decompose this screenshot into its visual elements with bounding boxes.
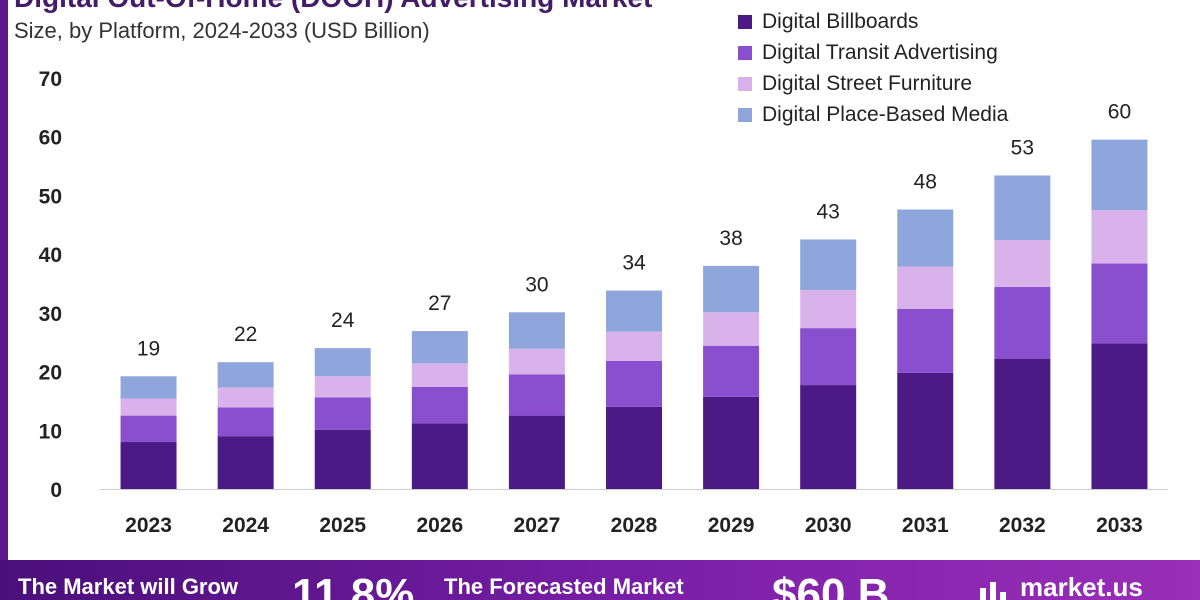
bar-segment-digital-transit-advertising	[120, 415, 177, 443]
x-tick-label: 2027	[514, 514, 561, 537]
bar-total-label: 43	[817, 200, 840, 223]
bar-segment-digital-street-furniture	[897, 266, 954, 309]
bar-segment-digital-billboards	[606, 406, 662, 489]
y-tick-label: 20	[39, 362, 62, 385]
bar-segment-digital-transit-advertising	[217, 407, 274, 437]
chart-title: Digital Out-Of-Home (DOOH) Advertising M…	[14, 0, 652, 14]
bar-segment-digital-place-based-media	[606, 290, 662, 332]
bar-segment-digital-place-based-media	[314, 348, 371, 377]
bar-segment-digital-transit-advertising	[800, 328, 857, 386]
bar-segment-digital-place-based-media	[120, 376, 177, 399]
bar-segment-digital-transit-advertising	[411, 386, 468, 424]
bar-total-label: 27	[428, 292, 451, 315]
legend-swatch	[738, 45, 752, 60]
y-tick-label: 60	[39, 127, 62, 150]
bar-segment-digital-billboards	[314, 429, 371, 489]
bar-segment-digital-street-furniture	[314, 376, 371, 398]
bar-segment-digital-billboards	[703, 396, 760, 489]
x-tick-label: 2030	[805, 514, 852, 537]
bar-segment-digital-transit-advertising	[703, 345, 760, 397]
bar-segment-digital-street-furniture	[411, 363, 468, 387]
legend-label: Digital Street Furniture	[762, 71, 973, 95]
footer-cagr-value: 11.8%	[292, 570, 415, 600]
bar-segment-digital-place-based-media	[217, 362, 274, 388]
bar-segment-digital-place-based-media	[994, 175, 1051, 241]
bar-segment-digital-transit-advertising	[897, 308, 954, 373]
bar-segment-digital-billboards	[411, 423, 468, 489]
bar-segment-digital-billboards	[120, 442, 177, 489]
footer-brand: market.us	[1020, 572, 1143, 600]
bar-segment-digital-street-furniture	[508, 348, 565, 375]
footer-market-value: $60 B	[772, 570, 890, 600]
x-tick-label: 2033	[1096, 514, 1143, 537]
y-tick-label: 40	[39, 244, 62, 267]
bar-segment-digital-street-furniture	[703, 312, 760, 346]
bar-segment-digital-place-based-media	[800, 239, 857, 290]
bar-segment-digital-street-furniture	[217, 387, 274, 408]
footer-forecast-label: The Forecasted Market	[444, 574, 684, 599]
bar-total-label: 22	[234, 323, 257, 346]
bar-segment-digital-billboards	[508, 415, 565, 489]
bar-segment-digital-place-based-media	[897, 209, 954, 267]
bar-segment-digital-billboards	[897, 372, 954, 489]
y-tick-label: 30	[39, 303, 62, 326]
bar-total-label: 53	[1011, 136, 1034, 159]
legend: Digital Billboards Digital Transit Adver…	[738, 6, 1008, 130]
legend-label: Digital Transit Advertising	[762, 40, 998, 64]
bar-segment-digital-billboards	[1091, 343, 1148, 489]
bar-segment-digital-billboards	[994, 358, 1051, 489]
x-tick-label: 2024	[222, 514, 269, 537]
legend-swatch	[738, 107, 752, 122]
bar-segment-digital-street-furniture	[800, 289, 857, 329]
bar-total-label: 24	[331, 309, 355, 332]
footer-grow-label: The Market will Grow	[18, 574, 239, 599]
bar-segment-digital-street-furniture	[606, 331, 662, 362]
bar-segment-digital-transit-advertising	[994, 287, 1051, 359]
left-accent-stripe	[0, 0, 8, 560]
y-tick-label: 10	[39, 420, 62, 443]
legend-item-digital-place-based-media: Digital Place-Based Media	[738, 99, 1008, 130]
bar-segment-digital-transit-advertising	[1091, 263, 1148, 344]
legend-swatch	[738, 14, 752, 29]
x-tick-label: 2025	[319, 514, 366, 537]
bar-segment-digital-transit-advertising	[508, 374, 565, 416]
stacked-bar-chart: 0102030405060701920232220242420252720263…	[39, 68, 1168, 537]
x-tick-label: 2032	[999, 514, 1046, 537]
bar-segment-digital-billboards	[217, 436, 274, 489]
brand-logo-icon	[980, 582, 1006, 600]
bar-segment-digital-place-based-media	[703, 265, 760, 313]
x-tick-label: 2026	[416, 514, 463, 537]
bar-total-label: 30	[525, 273, 548, 296]
bar-total-label: 38	[719, 227, 742, 250]
x-tick-label: 2031	[902, 514, 949, 537]
legend-item-digital-transit-advertising: Digital Transit Advertising	[738, 37, 1008, 68]
bar-segment-digital-billboards	[800, 385, 857, 489]
legend-swatch	[738, 76, 752, 91]
bar-total-label: 34	[622, 252, 646, 275]
bar-total-label: 48	[914, 171, 937, 194]
legend-item-digital-billboards: Digital Billboards	[738, 6, 1008, 37]
bar-segment-digital-street-furniture	[120, 398, 177, 416]
bar-segment-digital-transit-advertising	[606, 361, 662, 407]
y-tick-label: 0	[50, 479, 62, 502]
x-tick-label: 2028	[611, 514, 658, 537]
bar-segment-digital-place-based-media	[1091, 139, 1148, 211]
y-tick-label: 50	[39, 185, 62, 208]
chart-subtitle: Size, by Platform, 2024-2033 (USD Billio…	[14, 18, 430, 43]
y-tick-label: 70	[39, 68, 62, 91]
legend-label: Digital Billboards	[762, 9, 919, 33]
bar-total-label: 19	[137, 337, 160, 360]
x-tick-label: 2023	[125, 514, 172, 537]
x-tick-label: 2029	[708, 514, 755, 537]
footer-banner: The Market will Grow 11.8% The Forecaste…	[0, 560, 1200, 600]
legend-label: Digital Place-Based Media	[762, 102, 1009, 126]
bar-total-label: 60	[1108, 101, 1131, 124]
legend-item-digital-street-furniture: Digital Street Furniture	[738, 68, 1008, 99]
bar-segment-digital-street-furniture	[1091, 210, 1148, 264]
bar-segment-digital-place-based-media	[508, 312, 565, 349]
bar-segment-digital-street-furniture	[994, 240, 1051, 288]
bar-segment-digital-place-based-media	[411, 331, 468, 364]
bar-segment-digital-transit-advertising	[314, 397, 371, 430]
